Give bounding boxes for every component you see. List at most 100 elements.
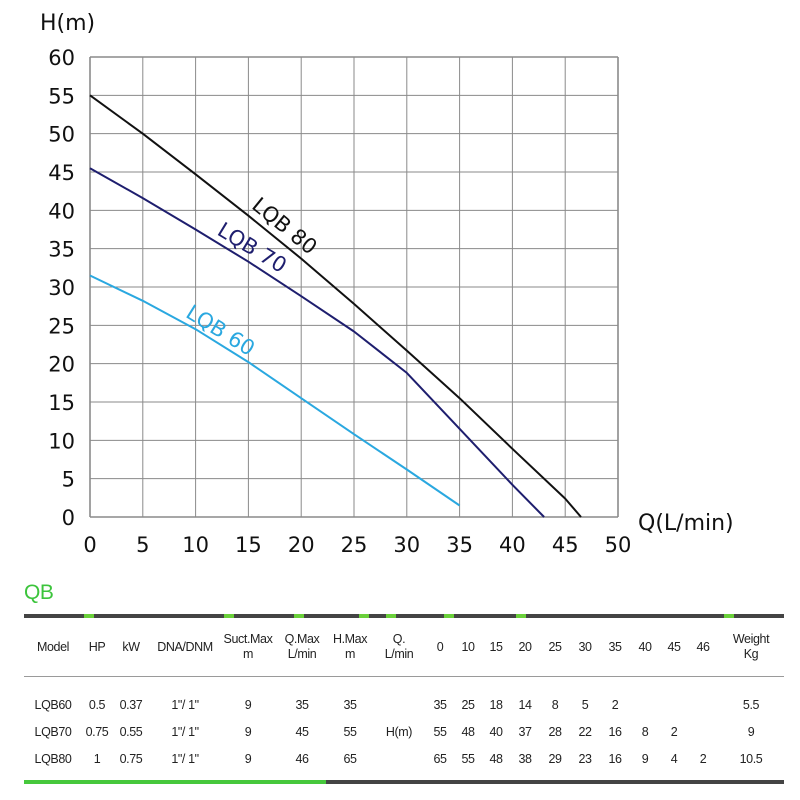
spec-cell: 16 [608, 751, 622, 766]
spec-cell: 5.5 [742, 697, 760, 712]
y-tick-label: 40 [48, 199, 75, 223]
spec-cell: 45 [295, 724, 309, 739]
y-tick-label: 55 [48, 84, 75, 108]
spec-cell: 40 [489, 724, 503, 739]
spec-header-cell: HP [82, 618, 112, 677]
spec-cell: 0.55 [119, 724, 143, 739]
spec-row: LQB60 0.5 0.37 1"/ 1" 9 35 35 35 25 18 14 8 5 2 5.5 [24, 677, 784, 719]
spec-cell: 0.75 [119, 751, 143, 766]
spec-cell [660, 677, 688, 719]
spec-cell: 5 [581, 697, 589, 712]
spec-cell [688, 718, 718, 745]
spec-header-cell: Suct.Max m [220, 618, 276, 677]
x-tick-label: 15 [235, 533, 262, 557]
y-tick-label: 45 [48, 161, 75, 185]
spec-cell: 35 [295, 697, 309, 712]
spec-header-cell: Model [24, 618, 82, 677]
y-tick-label: 35 [48, 238, 75, 262]
spec-cell: 23 [578, 751, 592, 766]
y-tick-label: 20 [48, 353, 75, 377]
spec-cell: 38 [518, 751, 532, 766]
spec-header-cell: 45 [660, 618, 688, 677]
spec-title: QB [24, 581, 54, 604]
spec-header-cell: H.Max m [328, 618, 372, 677]
spec-cell: 8 [551, 697, 559, 712]
spec-cell: 9 [244, 724, 252, 739]
spec-cell: LQB80 [34, 751, 72, 766]
spec-cell: 0.75 [85, 724, 109, 739]
y-tick-label: 5 [62, 468, 75, 492]
x-tick-label: 35 [446, 533, 473, 557]
spec-header-cell: kW [112, 618, 150, 677]
spec-cell: 2 [611, 697, 619, 712]
series-line [89, 167, 545, 518]
spec-header-cell: 46 [688, 618, 718, 677]
spec-cell: 1 [93, 751, 101, 766]
spec-cell [630, 677, 660, 719]
spec-header-cell: Q.Max L/min [276, 618, 328, 677]
spec-header-cell: 10 [454, 618, 482, 677]
spec-cell: 14 [518, 697, 532, 712]
y-tick-label: 15 [48, 391, 75, 415]
spec-cell: LQB60 [34, 697, 72, 712]
spec-cell: 28 [548, 724, 562, 739]
spec-cell: 9 [244, 751, 252, 766]
x-tick-label: 10 [182, 533, 209, 557]
spec-header-cell: Weight Kg [718, 618, 784, 677]
spec-cell: 55 [343, 724, 357, 739]
spec-cell: 55 [461, 751, 475, 766]
spec-row: LQB70 0.75 0.55 1"/ 1" 9 45 55 H(m) 55 48 40 37 28 22… [24, 718, 784, 745]
spec-cell: 65 [433, 751, 447, 766]
series-line [89, 274, 461, 507]
spec-header-cell: 25 [540, 618, 570, 677]
spec-section: QB Model HP kW DNA/DNM Suct.Max m Q.Max L/min H.… [24, 580, 784, 784]
spec-cell: 48 [461, 724, 475, 739]
spec-cell: 0.5 [88, 697, 106, 712]
series-label: LQB 60 [182, 300, 259, 361]
spec-header-cell: 40 [630, 618, 660, 677]
y-tick-label: 60 [48, 46, 75, 70]
spec-cell [372, 677, 426, 719]
spec-cell: 37 [518, 724, 532, 739]
spec-cell: 4 [670, 751, 678, 766]
y-tick-label: 10 [48, 429, 75, 453]
spec-cell: 55 [433, 724, 447, 739]
spec-table: Model HP kW DNA/DNM Suct.Max m Q.Max L/min H.Max… [24, 618, 784, 780]
spec-cell: 16 [608, 724, 622, 739]
spec-header-row: Model HP kW DNA/DNM Suct.Max m Q.Max L/min H.Max… [24, 618, 784, 677]
spec-header-cell: 30 [570, 618, 600, 677]
x-tick-label: 45 [552, 533, 579, 557]
spec-cell: 1"/ 1" [171, 724, 199, 739]
spec-header-cell: 15 [482, 618, 510, 677]
x-tick-label: 25 [341, 533, 368, 557]
spec-cell: 25 [461, 697, 475, 712]
x-tick-label: 50 [605, 533, 632, 557]
spec-cell: 48 [489, 751, 503, 766]
spec-cell: 9 [747, 724, 755, 739]
spec-cell: 46 [295, 751, 309, 766]
spec-cell [688, 677, 718, 719]
x-tick-label: 5 [136, 533, 149, 557]
spec-header-cell: 35 [600, 618, 630, 677]
spec-cell: 2 [670, 724, 678, 739]
spec-cell [372, 745, 426, 780]
spec-cell: 10.5 [739, 751, 763, 766]
spec-header-cell: 20 [510, 618, 540, 677]
x-tick-label: 0 [83, 533, 96, 557]
spec-cell: 9 [641, 751, 649, 766]
x-tick-label: 40 [499, 533, 526, 557]
spec-bottom-rule [24, 780, 784, 784]
x-tick-label: 30 [393, 533, 420, 557]
y-tick-label: 30 [48, 276, 75, 300]
spec-cell: 9 [244, 697, 252, 712]
spec-cell: 0.37 [119, 697, 143, 712]
spec-cell: 35 [433, 697, 447, 712]
spec-header-cell: Q. L/min [372, 618, 426, 677]
spec-cell: 1"/ 1" [171, 751, 199, 766]
y-tick-label: 0 [62, 506, 75, 530]
spec-cell: 1"/ 1" [171, 697, 199, 712]
y-axis-title: H(m) [40, 11, 95, 36]
spec-cell: LQB70 [34, 724, 72, 739]
spec-cell: 18 [489, 697, 503, 712]
